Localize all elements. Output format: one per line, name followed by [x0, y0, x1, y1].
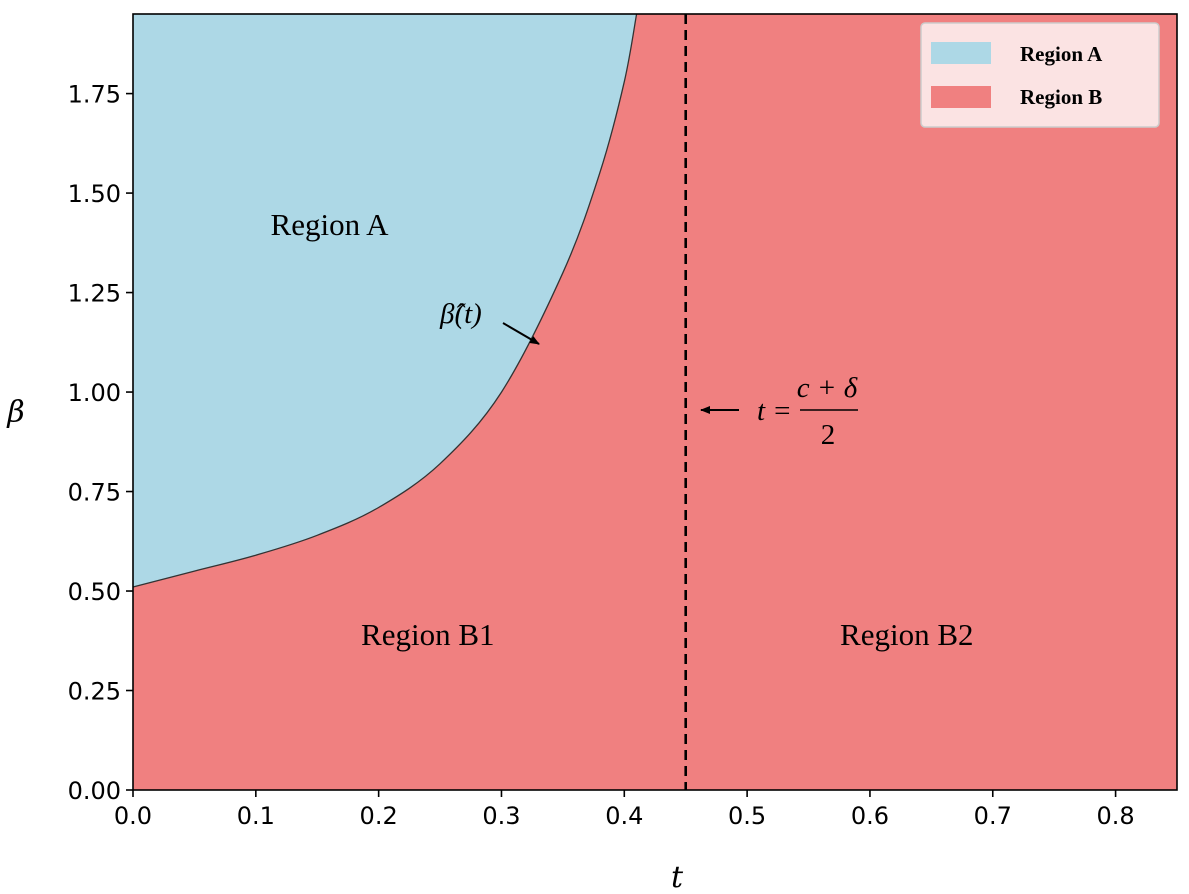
y-tick-label: 1.75 [68, 81, 121, 109]
beta-hat-label: β̂(t) [439, 298, 482, 330]
y-tick-label: 0.00 [68, 777, 121, 805]
x-tick-label: 0.2 [360, 802, 398, 830]
x-tick-label: 0.3 [482, 802, 520, 830]
y-tick-label: 0.75 [68, 479, 121, 507]
x-tick-label: 0.4 [605, 802, 643, 830]
x-axis-label: t [671, 860, 684, 894]
legend-box [920, 22, 1160, 128]
region-a-area [133, 14, 637, 587]
threshold-annotation: t = c + δ 2 [700, 372, 858, 451]
plot-frame [132, 13, 1178, 791]
y-tick-label: 1.25 [68, 280, 121, 308]
region-a-label: Region A [271, 207, 390, 242]
legend: Region A Region B [920, 22, 1160, 128]
region-b1-label: Region B1 [361, 617, 494, 652]
y-axis-label: β [6, 395, 24, 430]
threshold-numerator: c + δ [797, 372, 858, 404]
y-tick-label: 1.50 [68, 180, 121, 208]
region-b2-label: Region B2 [840, 617, 973, 652]
x-tick-label: 0.7 [974, 802, 1012, 830]
x-tick-label: 0.6 [851, 802, 889, 830]
beta-hat-arrow [502, 322, 540, 345]
threshold-lhs: t = [757, 395, 792, 427]
threshold-denominator: 2 [821, 419, 836, 451]
y-tick-label: 0.50 [68, 578, 121, 606]
beta-hat-curve [132, 13, 638, 588]
legend-swatch-region-a [931, 42, 991, 64]
legend-label-region-b: Region B [1020, 85, 1102, 109]
x-tick-label: 0.8 [1097, 802, 1135, 830]
x-tick-label: 0.0 [114, 802, 152, 830]
y-tick-label: 0.25 [68, 678, 121, 706]
x-tick-label: 0.1 [237, 802, 275, 830]
y-tick-label: 1.00 [68, 379, 121, 407]
legend-swatch-region-b [931, 86, 991, 108]
legend-label-region-a: Region A [1020, 42, 1103, 66]
beta-hat-annotation: β̂(t) [439, 298, 540, 345]
x-tick-label: 0.5 [728, 802, 766, 830]
